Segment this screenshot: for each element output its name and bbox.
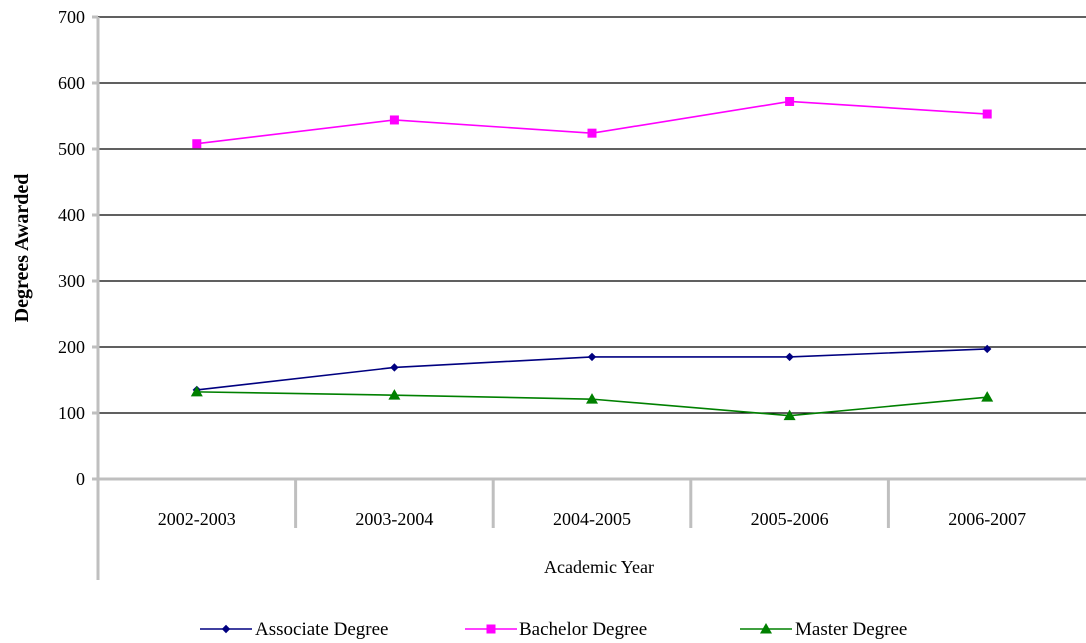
x-tick-label: 2003-2004 [355,509,433,529]
y-tick-label: 0 [76,469,85,489]
y-tick-label: 300 [58,271,85,291]
series [190,96,994,421]
data-point [981,391,994,402]
y-axis-label: Degrees Awarded [11,174,33,323]
x-tick-label: 2005-2006 [751,509,829,529]
x-tick-label: 2004-2005 [553,509,631,529]
legend-item-master-degree: Master Degree [740,619,907,640]
x-axis-tick-labels: 2002-2003 2003-2004 2004-2005 2005-2006 2006… [158,509,1026,529]
axes [92,15,1086,580]
y-tick-label: 600 [58,73,85,93]
y-tick-label: 700 [58,7,85,27]
data-point [190,385,203,397]
x-tick-label: 2006-2007 [948,509,1026,529]
series-master-degree [190,385,994,421]
data-point [785,352,794,362]
data-point [390,363,399,372]
data-point [982,109,992,119]
legend-label: Master Degree [795,619,907,640]
y-tick-label: 200 [58,337,85,357]
legend-label: Associate Degree [255,619,388,640]
data-point [389,115,399,125]
data-point [785,96,795,106]
legend-item-associate-degree: Associate Degree [200,619,388,640]
legend-item-bachelor-degree: Bachelor Degree [465,619,647,640]
y-axis-tick-labels: 0 100 200 300 400 500 600 700 [58,7,85,489]
gridlines [98,16,1086,414]
y-tick-label: 100 [58,403,85,423]
data-point [586,393,598,404]
legend-marker [486,624,496,634]
legend-label: Bachelor Degree [519,619,647,640]
legend-marker [760,623,772,634]
data-point [192,139,202,149]
series-bachelor-degree [192,96,992,149]
legend: Associate Degree Bachelor Degree Master De… [200,619,907,640]
data-point [983,344,992,354]
y-tick-label: 500 [58,139,85,159]
legend-marker [221,624,231,634]
data-point [587,128,597,138]
x-axis-label: Academic Year [544,557,654,577]
data-point [783,409,796,421]
data-point [587,352,597,362]
x-tick-label: 2002-2003 [158,509,236,529]
y-tick-label: 400 [58,205,85,225]
series-associate-degree [192,344,992,395]
data-point [388,389,401,400]
